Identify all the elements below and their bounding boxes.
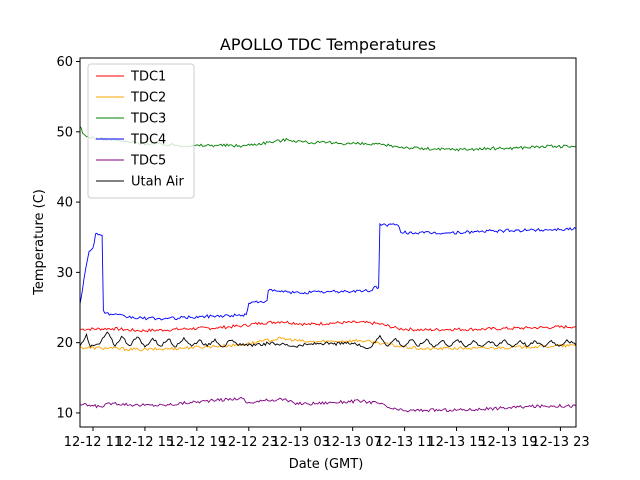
legend-label: TDC1: [130, 70, 166, 85]
legend-label: TDC2: [130, 91, 166, 106]
x-tick-label: 12-13 03: [272, 435, 330, 450]
x-tick-label: 12-12 23: [220, 435, 278, 450]
legend-label: TDC4: [130, 133, 166, 148]
legend-label: Utah Air: [131, 175, 184, 190]
y-axis-label: Temperature (C): [32, 189, 47, 296]
x-tick-label: 12-12 11: [64, 435, 122, 450]
y-tick-label: 60: [56, 55, 73, 70]
series-line-tdc2: [80, 336, 576, 352]
x-tick-label: 12-13 15: [427, 435, 485, 450]
series-line-tdc1: [80, 320, 576, 333]
x-tick-label: 12-12 19: [168, 435, 226, 450]
legend-label: TDC5: [130, 154, 166, 169]
y-tick-label: 50: [56, 125, 73, 140]
y-tick-label: 10: [56, 406, 73, 421]
series-line-tdc4: [80, 222, 576, 321]
x-tick-label: 12-13 19: [479, 435, 537, 450]
series-line-utah-air: [80, 331, 576, 350]
series-line-tdc5: [80, 396, 576, 413]
legend: TDC1 TDC2 TDC3 TDC4 TDC5 Utah Air: [87, 63, 195, 199]
x-tick-label: 12-13 07: [323, 435, 381, 450]
y-tick-label: 30: [56, 266, 73, 281]
axes-frame: [79, 57, 577, 428]
x-tick-label: 12-13 11: [375, 435, 433, 450]
y-tick-label: 40: [56, 196, 73, 211]
x-axis-label: Date (GMT): [289, 457, 364, 472]
x-tick-label: 12-13 23: [531, 435, 589, 450]
legend-label: TDC3: [130, 112, 166, 127]
y-tick-label: 20: [56, 336, 73, 351]
x-tick-label: 12-12 15: [116, 435, 174, 450]
chart-title: APOLLO TDC Temperatures: [220, 35, 436, 54]
